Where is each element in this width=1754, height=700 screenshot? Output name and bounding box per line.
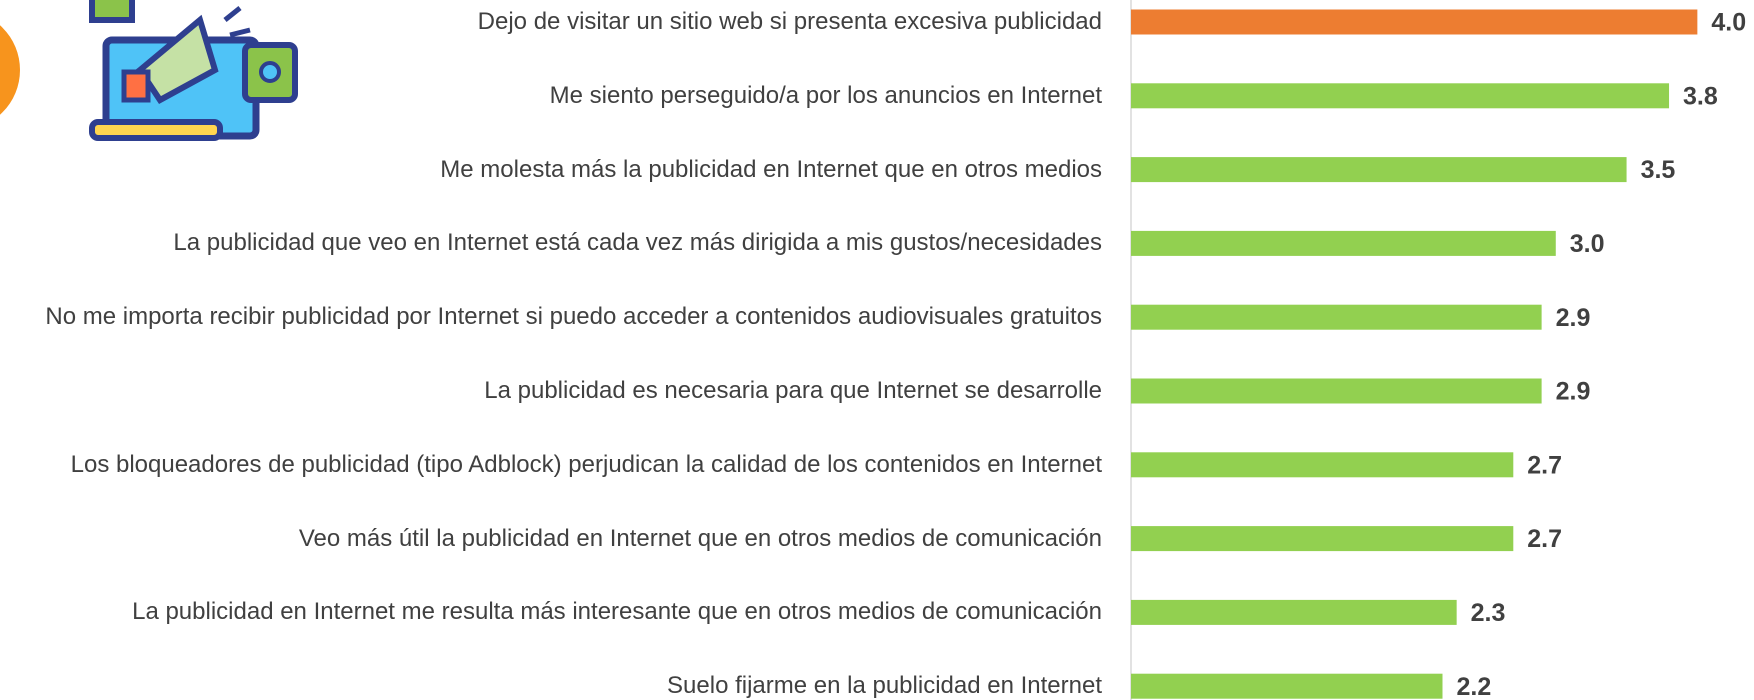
category-label: Suelo fijarme en la publicidad en Intern… — [22, 669, 1102, 700]
bar — [1131, 526, 1513, 551]
category-label: Me molesta más la publicidad en Internet… — [22, 153, 1102, 187]
bar — [1131, 452, 1513, 477]
bar — [1131, 231, 1556, 256]
value-label: 2.7 — [1527, 525, 1562, 553]
value-label: 3.5 — [1641, 156, 1676, 184]
category-label: No me importa recibir publicidad por Int… — [22, 300, 1102, 334]
bar — [1131, 305, 1542, 330]
value-label: 2.2 — [1457, 673, 1492, 700]
value-label: 2.9 — [1556, 304, 1591, 332]
value-label: 2.9 — [1556, 378, 1591, 406]
category-label: La publicidad que veo en Internet está c… — [22, 226, 1102, 260]
value-label: 3.0 — [1570, 230, 1605, 258]
category-label: Dejo de visitar un sitio web si presenta… — [22, 5, 1102, 39]
category-label: La publicidad en Internet me resulta más… — [22, 595, 1102, 629]
bar — [1131, 83, 1669, 108]
chart: 4.0 3.8 3.5 3.0 2.9 2.9 2.7 2.7 2.3 2.2 Dejo de v… — [0, 0, 1754, 700]
category-label: La publicidad es necesaria para que Inte… — [22, 374, 1102, 408]
decor-circle — [0, 10, 20, 130]
bar — [1131, 379, 1542, 404]
value-label: 2.3 — [1471, 599, 1506, 627]
value-label: 4.0 — [1711, 9, 1746, 37]
value-label: 2.7 — [1527, 451, 1562, 479]
category-label: Veo más útil la publicidad en Internet q… — [22, 522, 1102, 556]
category-label: Los bloqueadores de publicidad (tipo Adb… — [22, 448, 1102, 482]
value-label: 3.8 — [1683, 82, 1718, 110]
bar — [1131, 10, 1697, 35]
bar — [1131, 157, 1627, 182]
bar — [1131, 674, 1443, 699]
bar — [1131, 600, 1457, 625]
category-label: Me siento perseguido/a por los anuncios … — [22, 79, 1102, 113]
